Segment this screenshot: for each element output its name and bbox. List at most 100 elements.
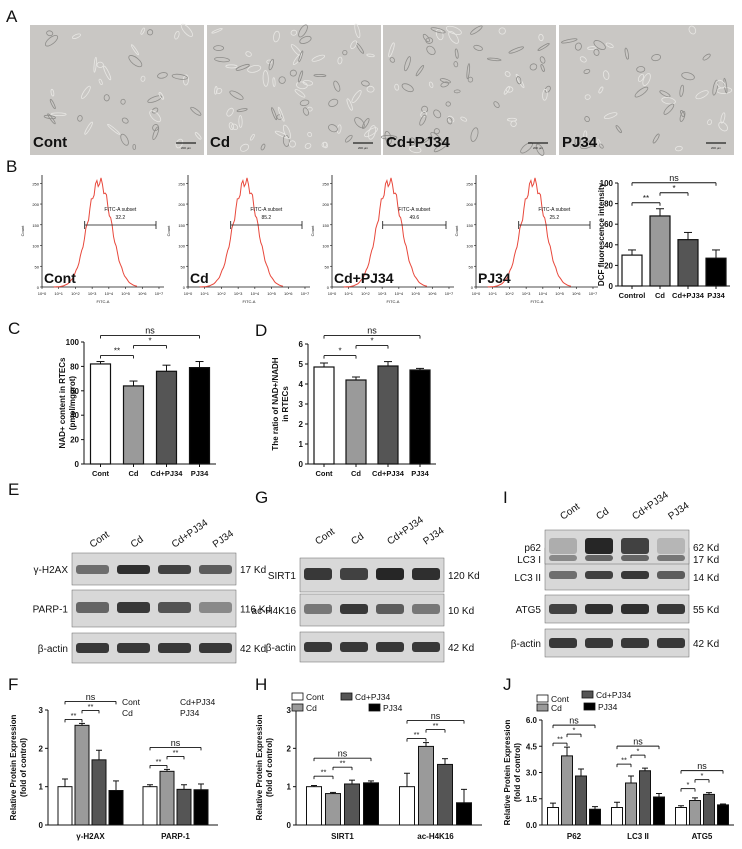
cell — [679, 110, 686, 122]
cell — [152, 126, 160, 140]
y-tick-label: 100 — [32, 244, 39, 249]
cell — [294, 89, 306, 98]
x-tick-label: 10^5 — [121, 291, 130, 296]
x-tick-label: 10^5 — [411, 291, 420, 296]
blot-band — [117, 565, 150, 574]
y-tick-label: 100 — [466, 244, 473, 249]
y-tick-label: 1 — [299, 440, 304, 449]
y-tick-label: 100 — [66, 338, 80, 347]
bar — [325, 793, 341, 826]
x-tick-label: Cont — [92, 469, 110, 478]
significance-label: ns — [145, 326, 155, 336]
cell — [266, 59, 273, 64]
significance-label: ns — [86, 692, 96, 702]
bar — [409, 369, 431, 465]
cell — [583, 130, 588, 140]
protein-label: LC3 II — [514, 573, 541, 584]
cell — [128, 55, 143, 68]
y-tick-label: 2 — [39, 744, 44, 753]
y-tick-label: 250 — [322, 181, 329, 186]
bar — [437, 763, 453, 826]
scale-bar-label: 200 μm — [358, 146, 369, 150]
cell — [440, 81, 450, 88]
micrograph-2: Cd+PJ34 200 μm — [380, 25, 556, 156]
kd-label: 55 Kd — [693, 605, 719, 616]
cell — [302, 79, 314, 86]
x-tick-label: 10^7 — [301, 291, 310, 296]
flow-panel-3: 0 50 100 150 200 250 10^0 10^1 10^2 10^3 10^4 10^5 1… — [454, 175, 598, 304]
cell — [445, 101, 451, 107]
cell — [574, 136, 581, 146]
x-tick-label: 10^6 — [572, 291, 581, 296]
panel-letter-E: E — [8, 480, 19, 499]
x-tick-label: 10^6 — [428, 291, 437, 296]
panel-letter-G: G — [255, 488, 268, 507]
x-tick-label: SIRT1 — [331, 832, 354, 841]
cell — [584, 116, 590, 123]
x-tick-label: 10^5 — [555, 291, 564, 296]
flow-ylabel: Count — [20, 225, 25, 237]
blot-band — [549, 538, 577, 554]
y-tick-label: 250 — [466, 181, 473, 186]
cell — [282, 134, 290, 147]
protein-label: γ-H2AX — [34, 565, 69, 576]
cell — [516, 76, 522, 85]
cell — [277, 106, 285, 122]
cell — [574, 42, 582, 51]
y-tick-label: 150 — [322, 223, 329, 228]
bar — [176, 788, 192, 826]
blot-band — [76, 643, 109, 653]
lane-label: Cd — [349, 531, 366, 547]
blot-band — [621, 638, 649, 648]
blot-band — [76, 565, 109, 574]
bar — [344, 783, 360, 826]
gate-label: FITC-A subset — [250, 207, 283, 213]
y-axis-label: (fold of control) — [265, 738, 274, 797]
x-tick-label: 10^4 — [395, 291, 404, 296]
significance-label: * — [338, 347, 341, 356]
cell — [44, 34, 59, 47]
panel-letter-J: J — [503, 675, 512, 694]
x-tick-label: 10^6 — [284, 291, 293, 296]
cell — [720, 112, 726, 124]
cell — [290, 44, 303, 57]
y-tick-label: 0 — [471, 285, 474, 290]
y-tick-label: 150 — [32, 223, 39, 228]
y-tick-label: 20 — [70, 436, 79, 445]
cell — [688, 25, 697, 35]
y-tick-label: 150 — [466, 223, 473, 228]
bar — [703, 793, 715, 826]
flow-panel-2: 0 50 100 150 200 250 10^0 10^1 10^2 10^3 10^4 10^5 1… — [310, 175, 454, 304]
kd-label: 14 Kd — [693, 573, 719, 584]
blot-band — [412, 642, 440, 652]
legend-label: Cd — [306, 703, 317, 713]
y-axis-label: (fold of control) — [19, 738, 28, 797]
cell — [350, 40, 358, 49]
legend-swatch — [340, 692, 353, 701]
blot-band — [412, 604, 440, 614]
cell — [84, 121, 93, 135]
panel-letter-F: F — [8, 675, 18, 694]
kd-label: 116 Kd — [240, 605, 271, 616]
legend-swatch — [536, 694, 549, 703]
cell — [580, 140, 596, 150]
cell — [679, 84, 684, 97]
cell — [448, 31, 459, 44]
y-tick-label: 3 — [299, 400, 304, 409]
bar — [399, 786, 415, 826]
blot-band — [585, 538, 613, 554]
cell — [642, 73, 651, 86]
x-tick-label: 10^1 — [344, 291, 353, 296]
y-tick-label: 1 — [287, 783, 292, 792]
lane-label: PJ34 — [421, 525, 446, 547]
bar — [649, 215, 671, 287]
x-tick-label: 10^7 — [445, 291, 454, 296]
cell — [43, 114, 56, 120]
cell — [174, 30, 180, 40]
x-tick-label: ATG5 — [692, 832, 713, 841]
legend-label: PJ34 — [383, 703, 403, 713]
cell — [394, 83, 400, 91]
y-tick-label: 50 — [181, 264, 186, 269]
